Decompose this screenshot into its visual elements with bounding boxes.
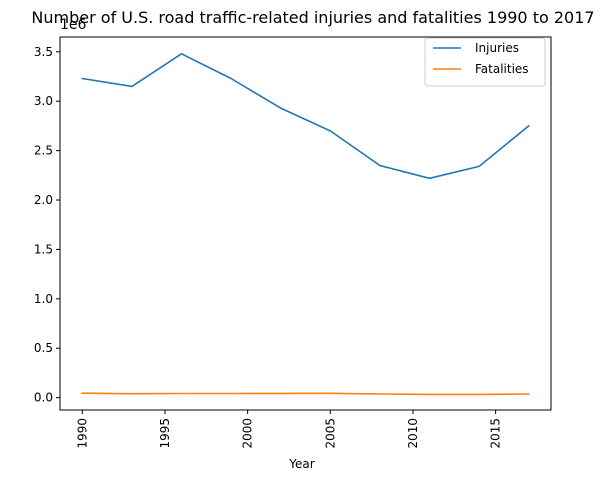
series-line-injuries	[81, 52, 530, 180]
x-tick-label: 2000	[241, 418, 255, 449]
y-tick-label: 1.5	[34, 242, 53, 256]
x-axis-label: Year	[288, 457, 314, 471]
x-axis: 1990 1995 2000 2005 2010 2015	[75, 410, 503, 449]
y-tick-label: 3.0	[34, 94, 53, 108]
y-offset-label: 1e6	[60, 17, 87, 33]
legend-label-injuries: Injuries	[475, 41, 519, 55]
legend: Injuries Fatalities	[424, 37, 546, 87]
chart-title: Number of U.S. road traffic-related inju…	[31, 8, 594, 27]
y-tick-label: 0.0	[34, 391, 53, 405]
legend-label-fatalities: Fatalities	[475, 62, 529, 76]
x-tick-label: 1995	[158, 418, 172, 449]
series-line-fatalities	[81, 392, 530, 396]
x-tick-label: 2010	[406, 418, 420, 449]
x-tick-label: 2005	[323, 418, 337, 449]
y-tick-label: 2.0	[34, 193, 53, 207]
y-tick-label: 3.5	[34, 45, 53, 59]
series-group	[81, 52, 530, 396]
x-tick-label: 1990	[75, 418, 89, 449]
legend-box	[424, 37, 546, 87]
y-tick-label: 1.0	[34, 292, 53, 306]
plot-area	[59, 36, 552, 411]
x-tick-label: 2015	[489, 418, 503, 449]
axes-frame	[59, 36, 552, 411]
y-axis: 0.0 0.5 1.0 1.5 2.0 2.5 3.0 3.5	[34, 45, 60, 405]
y-tick-label: 2.5	[34, 144, 53, 158]
y-tick-label: 0.5	[34, 341, 53, 355]
